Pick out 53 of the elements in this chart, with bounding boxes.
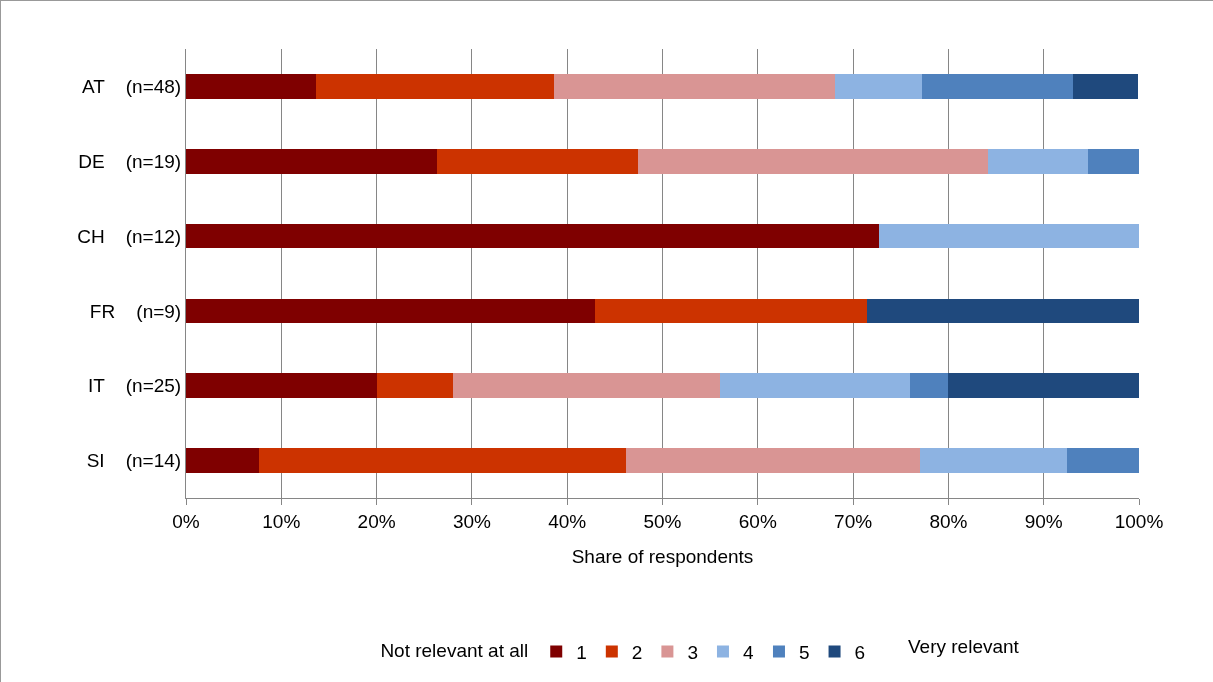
bar xyxy=(436,148,638,174)
legend-label: 1 xyxy=(576,641,587,663)
bar xyxy=(919,448,1067,473)
x-tick-label: 100% xyxy=(1114,510,1164,532)
x-tick-label: 70% xyxy=(834,510,873,532)
y-tick-label: SI (n=14) xyxy=(86,450,182,472)
bar xyxy=(315,74,554,99)
x-tick-label: 30% xyxy=(452,510,492,532)
x-tick-label: 10% xyxy=(262,510,301,532)
bar xyxy=(186,148,437,174)
y-tick-label: IT (n=25) xyxy=(88,375,182,397)
legend-label: 5 xyxy=(798,641,810,663)
bar xyxy=(626,448,920,473)
bar xyxy=(1088,148,1139,174)
y-tick-label: FR (n=9) xyxy=(89,300,182,322)
bar xyxy=(186,298,595,324)
bar xyxy=(719,373,911,399)
x-tick-label: 90% xyxy=(1024,510,1063,532)
legend-title: Not relevant at all xyxy=(380,640,529,662)
x-tick-label: 40% xyxy=(548,510,587,532)
text: Very relevant xyxy=(908,636,1020,657)
bar xyxy=(186,373,377,399)
legend-label: 4 xyxy=(742,641,754,663)
bar xyxy=(867,298,1139,324)
x-tick-label: 60% xyxy=(738,510,777,532)
legend-label: 2 xyxy=(631,641,643,663)
bar xyxy=(878,223,1139,249)
bar xyxy=(1066,448,1139,473)
bar xyxy=(948,373,1139,399)
x-axis-title: Share of respondents xyxy=(571,545,754,567)
legend-label: 6 xyxy=(854,641,866,663)
bar xyxy=(259,448,627,473)
bar xyxy=(452,373,720,399)
y-tick-label: DE (n=19) xyxy=(78,150,182,172)
y-tick-label: AT (n=48) xyxy=(82,76,182,98)
bar xyxy=(553,74,835,99)
x-tick-label: 0% xyxy=(172,510,200,532)
bar xyxy=(186,448,260,473)
bar xyxy=(910,373,949,399)
x-tick-label: 80% xyxy=(929,510,968,532)
bar xyxy=(637,148,989,174)
y-tick-label: CH (n=12) xyxy=(77,225,182,247)
bar xyxy=(1073,74,1139,99)
legend-label: 3 xyxy=(687,641,698,663)
bar xyxy=(594,298,868,324)
bar xyxy=(921,74,1074,99)
x-tick-label: 50% xyxy=(643,510,682,532)
bar xyxy=(186,223,879,249)
bar xyxy=(186,74,316,99)
x-tick-label: 20% xyxy=(357,510,396,532)
bar xyxy=(376,373,453,399)
bar xyxy=(988,148,1089,174)
bar xyxy=(834,74,922,99)
